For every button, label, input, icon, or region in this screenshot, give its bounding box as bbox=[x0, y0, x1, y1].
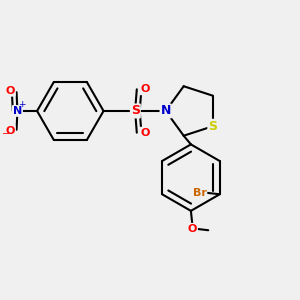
Text: O: O bbox=[140, 84, 150, 94]
Text: N: N bbox=[160, 104, 171, 118]
Text: S: S bbox=[131, 104, 140, 118]
Text: S: S bbox=[208, 120, 217, 133]
Text: +: + bbox=[18, 100, 25, 109]
Text: O: O bbox=[188, 224, 197, 234]
Text: O: O bbox=[5, 126, 15, 136]
Text: Br: Br bbox=[193, 188, 206, 198]
Text: N: N bbox=[13, 106, 22, 116]
Text: O: O bbox=[5, 86, 15, 96]
Text: O: O bbox=[140, 128, 150, 138]
Text: −: − bbox=[2, 129, 10, 139]
